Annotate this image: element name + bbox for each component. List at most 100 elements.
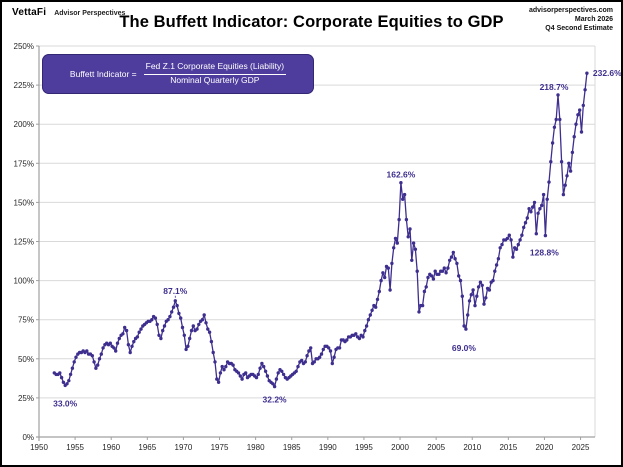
data-point	[547, 180, 551, 184]
data-point	[357, 336, 362, 341]
data-point	[534, 232, 538, 236]
data-point	[383, 275, 387, 280]
data-point	[327, 346, 331, 350]
data-point	[570, 150, 575, 155]
data-point	[68, 372, 73, 377]
x-tick-label: 1990	[319, 443, 337, 452]
data-point	[96, 363, 100, 367]
y-tick-label: 50%	[18, 355, 34, 364]
x-tick-label: 2010	[463, 443, 481, 452]
data-point	[375, 297, 380, 302]
data-point	[466, 313, 470, 317]
data-point	[157, 333, 161, 337]
data-point	[321, 347, 325, 352]
data-point	[529, 210, 533, 214]
data-point	[202, 313, 206, 317]
data-point	[462, 324, 466, 328]
data-point	[583, 88, 587, 92]
data-point	[296, 364, 300, 369]
data-point	[467, 299, 472, 303]
data-point	[395, 241, 399, 245]
data-point	[527, 207, 531, 211]
data-point	[420, 303, 425, 308]
data-point	[561, 192, 566, 197]
data-point	[171, 305, 176, 309]
data-point	[525, 216, 529, 220]
data-point	[484, 296, 488, 300]
data-point	[576, 113, 580, 117]
data-point	[444, 271, 448, 275]
x-tick-label: 2020	[536, 443, 554, 452]
data-point	[556, 93, 560, 97]
data-point	[189, 328, 194, 333]
data-point	[85, 349, 89, 353]
x-tick-label: 1965	[138, 443, 156, 452]
annotation-label: 162.6%	[387, 170, 416, 180]
data-point	[460, 294, 464, 298]
data-point	[65, 382, 69, 386]
y-tick-label: 200%	[14, 120, 34, 129]
data-point	[90, 354, 95, 358]
data-point	[572, 135, 576, 139]
data-point	[262, 364, 266, 369]
annotation-label: 33.0%	[53, 398, 78, 408]
data-point	[516, 242, 520, 247]
data-point	[379, 278, 383, 283]
data-point	[541, 192, 546, 197]
data-point	[276, 371, 280, 375]
data-point	[393, 236, 398, 241]
data-point	[258, 366, 262, 370]
data-point	[424, 285, 428, 289]
data-point	[550, 141, 555, 145]
data-point	[408, 227, 412, 231]
source-block: advisorperspectives.com March 2026 Q4 Se…	[529, 6, 613, 33]
annotation-label: 32.2%	[263, 395, 288, 405]
data-point	[518, 238, 522, 242]
annotation-label: 232.6%	[593, 68, 622, 78]
data-point	[272, 384, 277, 389]
data-point	[478, 280, 483, 284]
data-point	[330, 361, 334, 366]
data-point	[522, 225, 526, 230]
data-point	[305, 354, 309, 358]
data-point	[173, 299, 177, 303]
x-tick-label: 1975	[211, 443, 229, 452]
brand-subtitle: Advisor Perspectives	[54, 10, 126, 17]
data-point	[309, 346, 313, 350]
y-tick-label: 25%	[18, 394, 34, 403]
data-point	[446, 266, 450, 270]
data-point	[238, 374, 242, 378]
data-point	[491, 278, 495, 283]
data-point	[494, 263, 499, 267]
data-point	[254, 375, 259, 380]
data-point	[244, 371, 248, 375]
data-point	[381, 271, 385, 275]
data-point	[399, 181, 403, 185]
data-point	[558, 117, 562, 122]
data-point	[453, 257, 457, 261]
brand-row: VettaFi Advisor Perspectives	[12, 7, 125, 18]
data-point	[496, 257, 501, 261]
data-point	[67, 379, 71, 383]
data-point	[123, 325, 127, 330]
data-point	[473, 303, 477, 308]
data-point	[307, 349, 311, 353]
data-point	[429, 274, 434, 278]
series-line	[53, 72, 588, 388]
data-point	[281, 372, 286, 377]
data-point	[222, 368, 226, 372]
chart-title: The Buffett Indicator: Corporate Equitie…	[119, 13, 504, 31]
x-tick-label: 1960	[102, 443, 120, 452]
data-point	[545, 197, 549, 201]
data-point	[59, 375, 64, 380]
data-point	[260, 361, 264, 366]
data-point	[401, 197, 405, 201]
data-point	[209, 339, 214, 344]
data-point	[388, 288, 392, 292]
x-tick-label: 2015	[499, 443, 517, 452]
formula-box: Buffett Indicator = Fed Z.1 Corporate Eq…	[42, 54, 314, 94]
data-point	[128, 350, 132, 355]
data-point	[294, 369, 298, 373]
